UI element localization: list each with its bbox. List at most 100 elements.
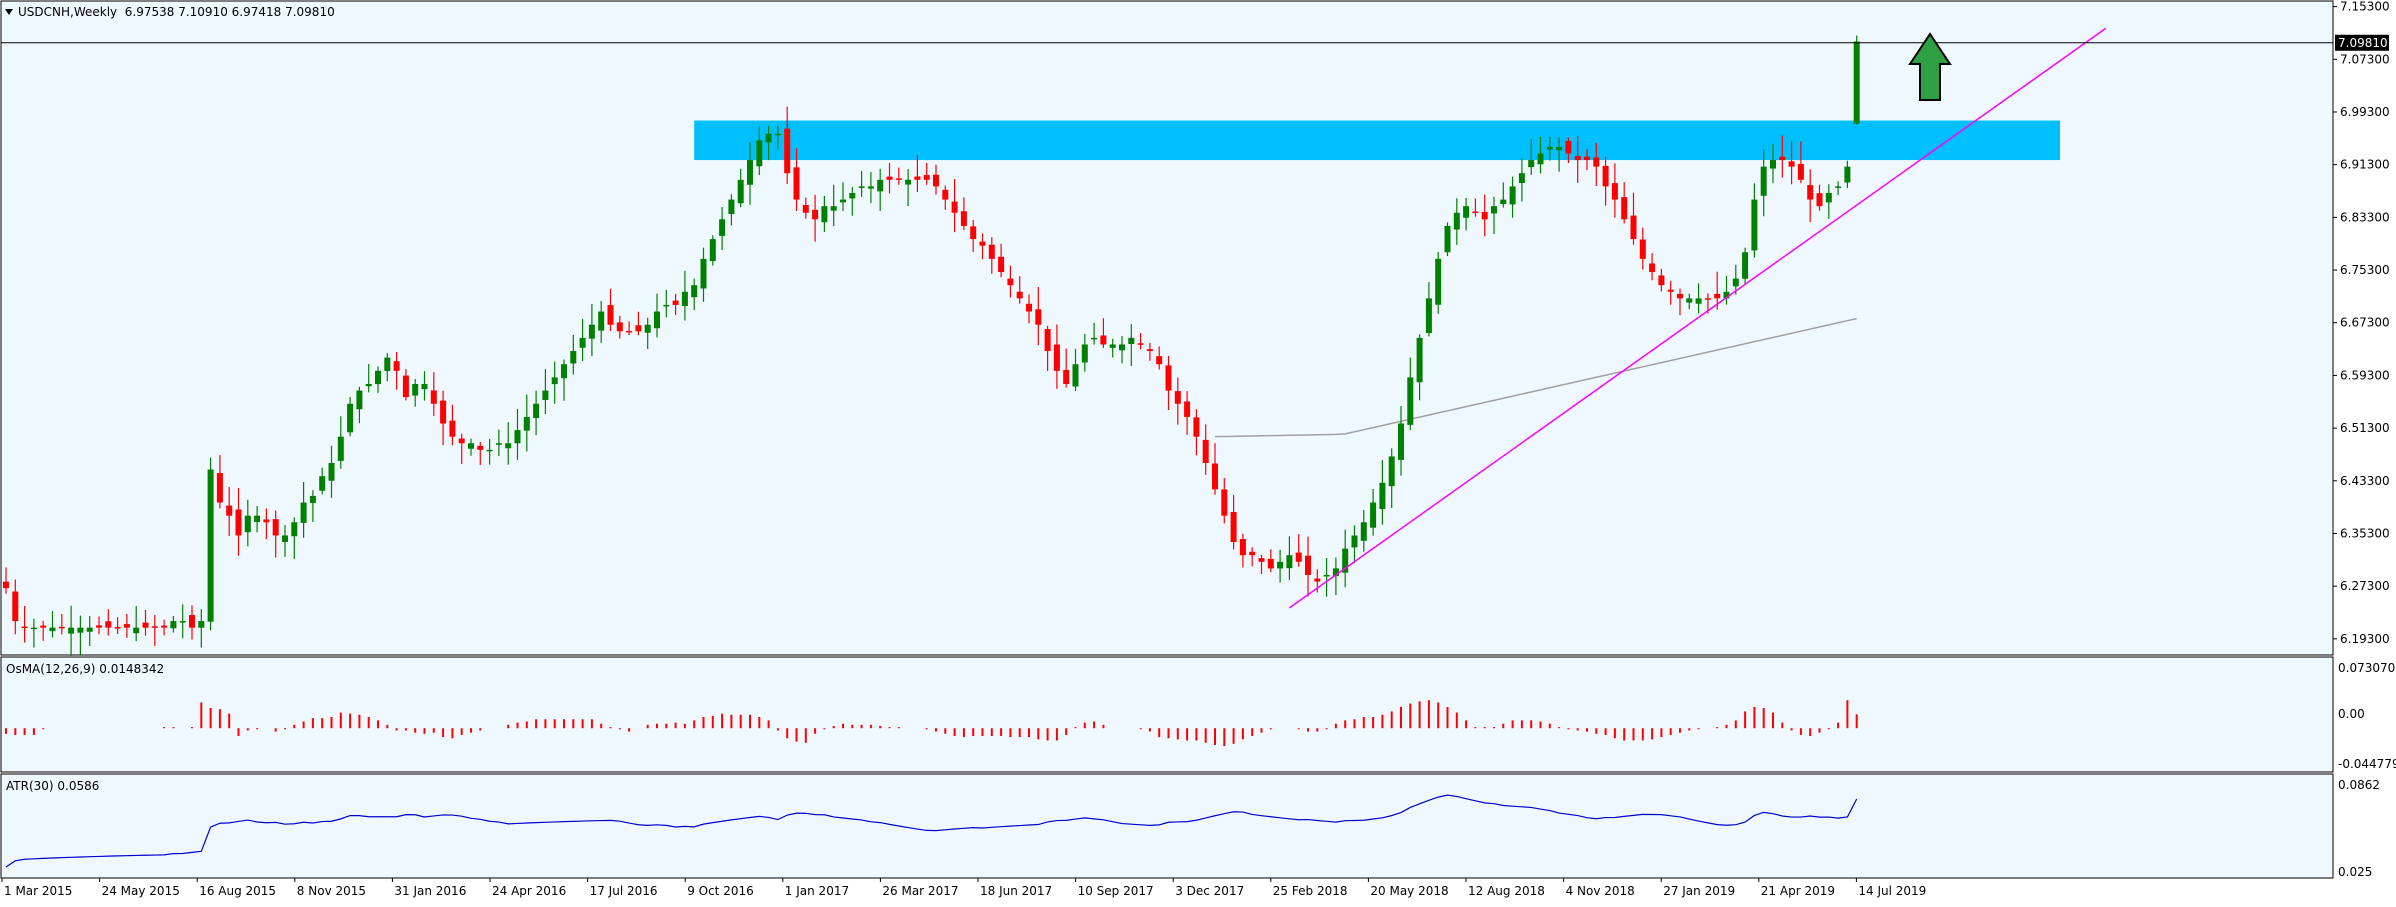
candle <box>858 171 865 197</box>
candle <box>1556 137 1563 172</box>
price-tick-label: 6.99300 <box>2340 105 2390 119</box>
candle <box>774 125 781 150</box>
candle <box>1491 196 1497 235</box>
time-tick-label: 9 Oct 2016 <box>687 884 754 898</box>
candle <box>189 605 195 640</box>
candle <box>291 517 298 560</box>
candle <box>1463 197 1470 231</box>
window-menu-icon[interactable] <box>5 9 13 15</box>
candle <box>542 369 549 415</box>
osma-panel[interactable]: OsMA(12,26,9) 0.0148342 0.0730705 0.00 -… <box>0 656 2396 773</box>
osma-tick-bottom: -0.0447794 <box>2338 757 2396 771</box>
candle <box>3 567 9 594</box>
candle <box>942 185 949 210</box>
atr-panel[interactable]: ATR(30) 0.0586 0.0862 0.025 <box>0 773 2380 879</box>
candle <box>412 378 419 407</box>
candle <box>1723 275 1730 305</box>
candle <box>691 278 698 311</box>
main-panel[interactable]: USDCNH,Weekly 6.97538 7.10910 6.97418 7.… <box>0 0 2390 657</box>
price-tick-label: 7.07300 <box>2340 52 2390 66</box>
price-tick-label: 6.35300 <box>2340 526 2390 540</box>
candle <box>728 194 735 226</box>
price-tick-label: 6.83300 <box>2340 210 2390 224</box>
candle <box>1370 488 1377 536</box>
candle <box>867 172 874 204</box>
candle <box>551 361 558 404</box>
resistance-zone[interactable] <box>694 120 2061 161</box>
candle <box>1305 536 1311 597</box>
candle <box>1212 443 1218 495</box>
candle <box>719 207 726 251</box>
price-tick-label: 6.59300 <box>2340 368 2390 382</box>
time-tick-label: 18 Jun 2017 <box>980 884 1052 898</box>
price-tick-label: 6.43300 <box>2340 474 2390 488</box>
candle <box>1202 424 1209 475</box>
candle <box>1249 547 1256 567</box>
candle <box>1425 282 1432 337</box>
candle <box>970 220 977 252</box>
candle <box>914 154 921 193</box>
time-tick-label: 8 Nov 2015 <box>297 884 366 898</box>
candle <box>393 352 400 390</box>
candle <box>979 233 986 260</box>
candle <box>12 579 19 635</box>
candle <box>905 169 912 207</box>
candle <box>356 386 363 424</box>
candle <box>598 300 605 344</box>
candle <box>644 317 651 350</box>
candle <box>254 506 261 533</box>
candle <box>1760 149 1767 217</box>
candle <box>1481 194 1488 237</box>
atr-tick-bottom: 0.025 <box>2338 865 2372 879</box>
candle <box>1844 160 1851 189</box>
candle <box>1667 280 1674 305</box>
candle <box>821 195 828 232</box>
candle <box>1026 294 1032 324</box>
candle <box>1258 554 1265 574</box>
price-tick-label: 6.51300 <box>2340 421 2390 435</box>
candle <box>384 353 391 382</box>
candle <box>328 445 335 498</box>
candle <box>309 490 316 522</box>
price-tick-label: 6.75300 <box>2340 263 2390 277</box>
candle <box>458 433 465 464</box>
candle <box>1677 288 1683 316</box>
chart-title: USDCNH,Weekly 6.97538 7.10910 6.97418 7.… <box>18 5 335 19</box>
candle <box>1267 549 1274 573</box>
candle <box>263 508 270 540</box>
candlestick-series <box>3 35 1860 657</box>
candle <box>142 610 149 636</box>
atr-tick-top: 0.0862 <box>2338 778 2380 792</box>
candle <box>1695 283 1702 314</box>
candle <box>207 457 214 631</box>
candle <box>1453 198 1460 245</box>
candle <box>1816 184 1823 211</box>
time-tick-label: 20 May 2018 <box>1370 884 1448 898</box>
candle <box>561 359 567 401</box>
candle <box>1621 182 1628 224</box>
candle <box>523 394 530 452</box>
candle <box>1732 264 1739 295</box>
time-tick-label: 24 May 2015 <box>102 884 180 898</box>
time-tick-label: 26 Mar 2017 <box>882 884 958 898</box>
candle <box>1565 137 1572 164</box>
price-tick-label: 6.67300 <box>2340 316 2390 330</box>
ascending-trendline[interactable] <box>1288 27 2107 609</box>
candle <box>1825 184 1832 219</box>
time-tick-label: 10 Sep 2017 <box>1078 884 1154 898</box>
candle <box>421 371 428 401</box>
atr-panel-background <box>0 773 2334 879</box>
osma-tick-zero: 0.00 <box>2338 707 2365 721</box>
candle <box>1751 183 1758 258</box>
candle <box>1063 348 1070 388</box>
atr-label: ATR(30) 0.0586 <box>6 779 99 793</box>
candle <box>607 288 614 332</box>
candle <box>1686 293 1693 310</box>
candle <box>1611 163 1618 218</box>
candle <box>198 609 205 648</box>
candle <box>802 197 809 219</box>
candle <box>1109 338 1116 358</box>
candle <box>1277 549 1284 583</box>
